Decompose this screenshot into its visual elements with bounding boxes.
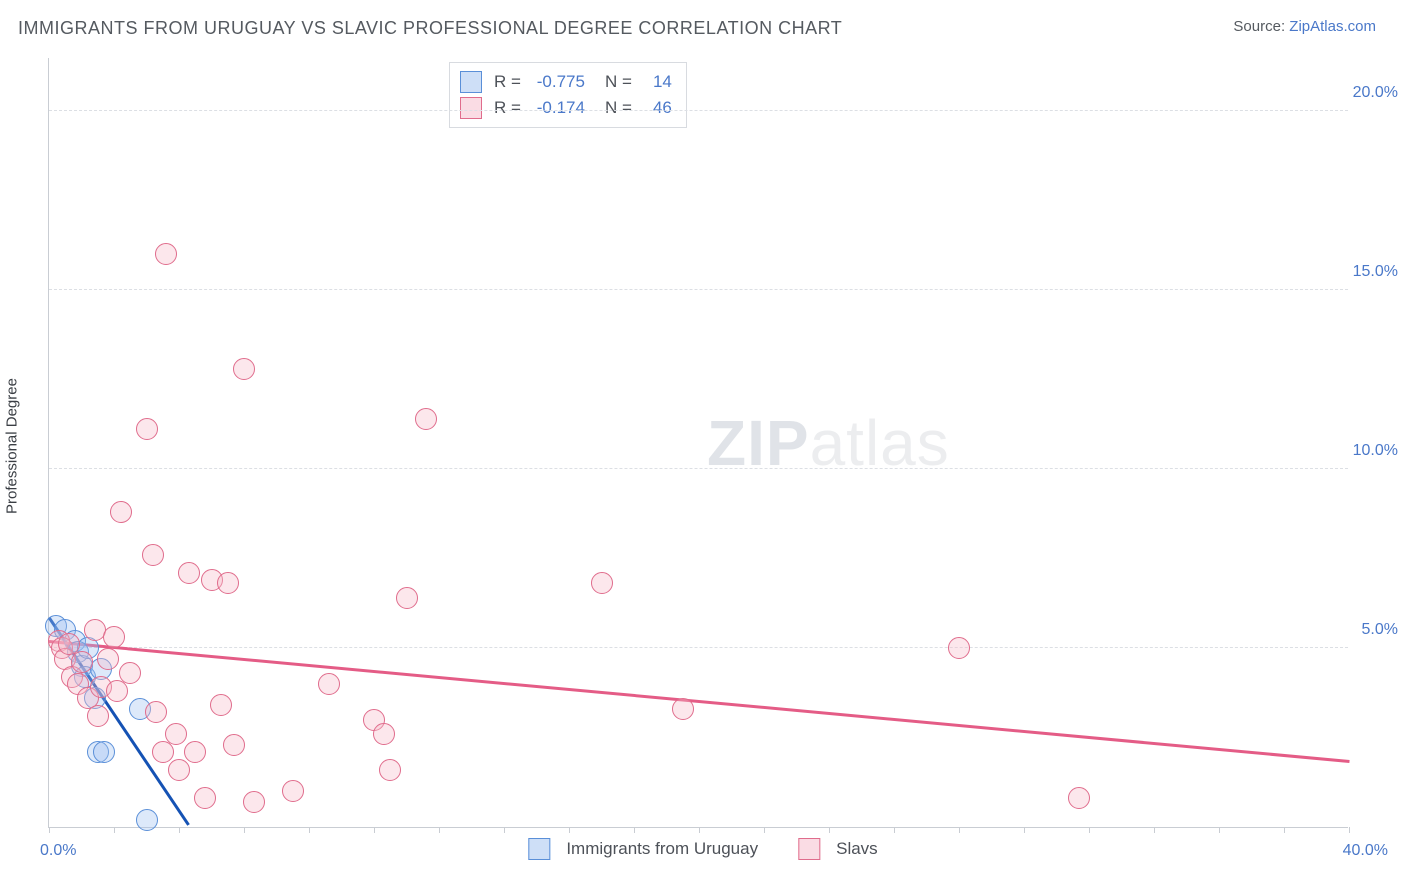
- legend-row-slavs: R =-0.174 N =46: [460, 95, 672, 121]
- data-point-slavs: [155, 243, 177, 265]
- source-value: ZipAtlas.com: [1289, 18, 1376, 35]
- data-point-slavs: [243, 791, 265, 813]
- data-point-slavs: [106, 680, 128, 702]
- data-point-slavs: [110, 501, 132, 523]
- n-value-uruguay: 14: [638, 69, 672, 95]
- data-point-slavs: [165, 723, 187, 745]
- legend-row-uruguay: R =-0.775 N =14: [460, 69, 672, 95]
- source-attribution: Source: ZipAtlas.com: [1233, 18, 1376, 35]
- x-tick: [244, 827, 245, 833]
- data-point-slavs: [184, 741, 206, 763]
- x-tick: [1154, 827, 1155, 833]
- data-point-slavs: [194, 787, 216, 809]
- x-tick: [569, 827, 570, 833]
- x-tick: [1349, 827, 1350, 833]
- x-axis-origin-label: 0.0%: [40, 842, 76, 860]
- data-point-slavs: [396, 587, 418, 609]
- data-point-slavs: [672, 698, 694, 720]
- data-point-slavs: [210, 694, 232, 716]
- x-tick: [309, 827, 310, 833]
- data-point-slavs: [145, 701, 167, 723]
- legend-swatch-slavs: [460, 97, 482, 119]
- x-tick: [439, 827, 440, 833]
- data-point-slavs: [71, 651, 93, 673]
- data-point-slavs: [97, 648, 119, 670]
- n-label: N =: [605, 69, 632, 95]
- x-tick: [1024, 827, 1025, 833]
- x-tick: [114, 827, 115, 833]
- gridline: [49, 468, 1348, 469]
- y-tick-label: 20.0%: [1353, 84, 1398, 102]
- series-legend: Immigrants from Uruguay Slavs: [528, 838, 877, 860]
- data-point-slavs: [379, 759, 401, 781]
- r-label: R =: [494, 69, 521, 95]
- data-point-uruguay: [136, 809, 158, 831]
- x-tick: [1219, 827, 1220, 833]
- correlation-legend: R =-0.775 N =14 R =-0.174 N =46: [449, 62, 687, 128]
- y-axis-label: Professional Degree: [4, 378, 21, 514]
- x-tick: [374, 827, 375, 833]
- x-tick: [894, 827, 895, 833]
- data-point-uruguay: [93, 741, 115, 763]
- data-point-slavs: [591, 572, 613, 594]
- x-tick: [634, 827, 635, 833]
- x-tick: [1089, 827, 1090, 833]
- r-value-uruguay: -0.775: [527, 69, 585, 95]
- data-point-slavs: [282, 780, 304, 802]
- r-value-slavs: -0.174: [527, 95, 585, 121]
- data-point-slavs: [1068, 787, 1090, 809]
- data-point-slavs: [87, 705, 109, 727]
- x-axis-max-label: 40.0%: [1343, 842, 1388, 860]
- n-value-slavs: 46: [638, 95, 672, 121]
- data-point-slavs: [318, 673, 340, 695]
- y-tick-label: 10.0%: [1353, 442, 1398, 460]
- n-label: N =: [605, 95, 632, 121]
- y-tick-label: 5.0%: [1362, 621, 1398, 639]
- legend-label-slavs: Slavs: [836, 839, 878, 859]
- data-point-slavs: [103, 626, 125, 648]
- data-point-slavs: [152, 741, 174, 763]
- data-point-slavs: [168, 759, 190, 781]
- x-tick: [1284, 827, 1285, 833]
- legend-label-uruguay: Immigrants from Uruguay: [566, 839, 758, 859]
- gridline: [49, 647, 1348, 648]
- x-tick: [764, 827, 765, 833]
- data-point-slavs: [223, 734, 245, 756]
- legend-item-uruguay: Immigrants from Uruguay: [528, 838, 758, 860]
- data-point-slavs: [233, 358, 255, 380]
- data-point-slavs: [217, 572, 239, 594]
- gridline: [49, 110, 1348, 111]
- data-point-slavs: [119, 662, 141, 684]
- legend-item-slavs: Slavs: [798, 838, 878, 860]
- r-label: R =: [494, 95, 521, 121]
- x-tick: [504, 827, 505, 833]
- data-point-slavs: [136, 418, 158, 440]
- source-label: Source:: [1233, 18, 1285, 35]
- x-tick: [829, 827, 830, 833]
- legend-swatch-slavs: [798, 838, 820, 860]
- data-point-slavs: [178, 562, 200, 584]
- data-point-slavs: [948, 637, 970, 659]
- data-point-slavs: [142, 544, 164, 566]
- x-tick: [959, 827, 960, 833]
- chart-title: IMMIGRANTS FROM URUGUAY VS SLAVIC PROFES…: [18, 18, 842, 39]
- data-point-slavs: [373, 723, 395, 745]
- x-tick: [699, 827, 700, 833]
- legend-swatch-uruguay: [460, 71, 482, 93]
- data-point-slavs: [415, 408, 437, 430]
- chart-plot-area: ZIPatlas R =-0.775N =14R =-0.174N =46 5.…: [48, 58, 1348, 828]
- x-tick: [49, 827, 50, 833]
- gridline: [49, 289, 1348, 290]
- x-tick: [179, 827, 180, 833]
- legend-swatch-uruguay: [528, 838, 550, 860]
- y-tick-label: 15.0%: [1353, 263, 1398, 281]
